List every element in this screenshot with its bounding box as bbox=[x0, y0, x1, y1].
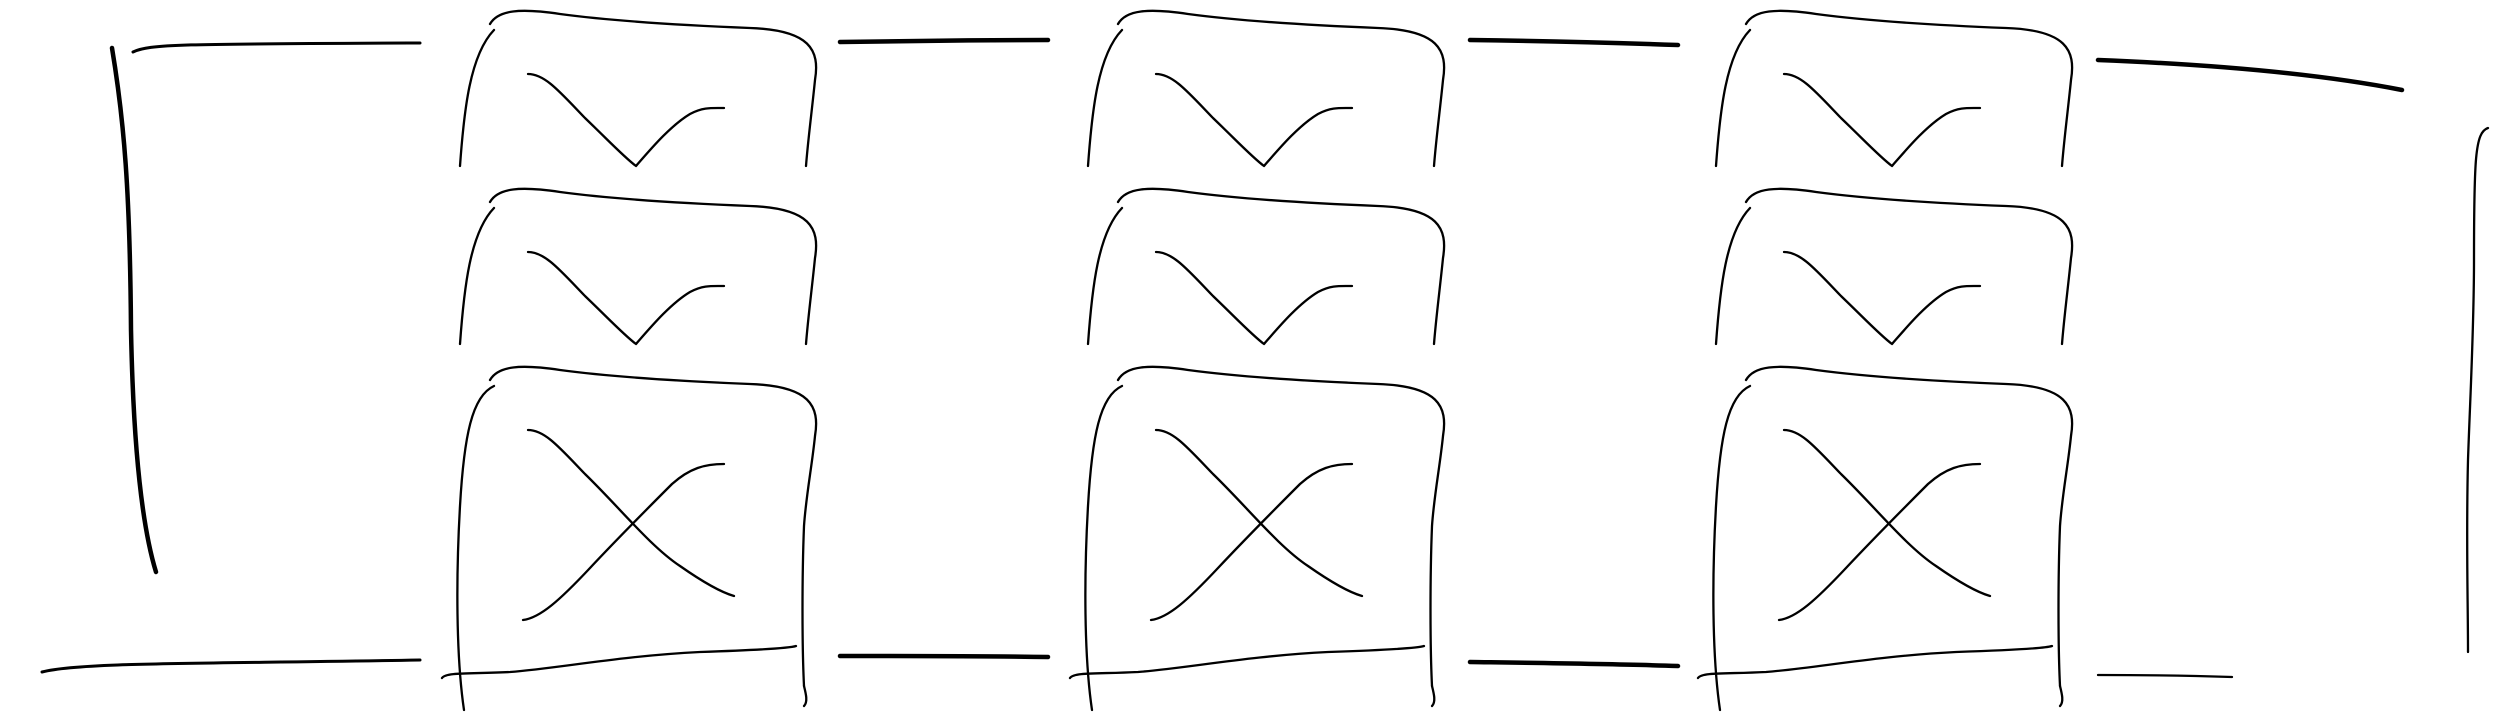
bottom-line-segment-2 bbox=[837, 653, 1051, 660]
right-bracket-vertical bbox=[2465, 126, 2490, 654]
box-arc-left bbox=[1714, 28, 1752, 168]
cell-check bbox=[458, 9, 818, 168]
checkmark-glyph bbox=[1154, 250, 1354, 346]
column-3 bbox=[1696, 9, 2074, 712]
checkmark-glyph bbox=[1154, 72, 1354, 168]
box-top-curve bbox=[1744, 187, 2074, 346]
box-top-curve bbox=[488, 9, 818, 168]
cell-check bbox=[1086, 187, 1446, 346]
checkmark-glyph bbox=[1782, 250, 1982, 346]
box-bottom-curve bbox=[440, 644, 798, 680]
cell-check bbox=[458, 187, 818, 346]
top-line-segment-2 bbox=[837, 37, 1051, 45]
bottom-line-segment-3 bbox=[1467, 659, 1681, 669]
cross-stroke-1 bbox=[1782, 428, 1992, 598]
checkmark-glyph bbox=[526, 72, 726, 168]
cross-stroke-2 bbox=[1149, 462, 1354, 622]
box-top-curve bbox=[1116, 365, 1446, 688]
bottom-line-segment-4 bbox=[2096, 673, 2234, 679]
box-arc-left bbox=[1086, 206, 1124, 346]
top-line-segment-1 bbox=[131, 41, 422, 54]
cell-check bbox=[1714, 187, 2074, 346]
box-arc-left bbox=[456, 384, 496, 712]
box-bottom-curve bbox=[1068, 644, 1426, 680]
column-2 bbox=[1068, 9, 1446, 712]
cross-stroke-1 bbox=[526, 428, 736, 598]
checkmark-glyph bbox=[1782, 72, 1982, 168]
column-1 bbox=[440, 9, 818, 712]
checkmark-glyph bbox=[526, 250, 726, 346]
box-top-curve bbox=[1116, 187, 1446, 346]
box-top-curve bbox=[488, 365, 818, 688]
cell-cross bbox=[1696, 365, 2074, 712]
cell-check bbox=[1086, 9, 1446, 168]
box-top-curve bbox=[1744, 365, 2074, 688]
cross-stroke-1 bbox=[1154, 428, 1364, 598]
cell-cross bbox=[440, 365, 818, 712]
cross-stroke-2 bbox=[1777, 462, 1982, 622]
top-line-segment-3 bbox=[1467, 37, 1681, 48]
box-arc-left bbox=[1712, 384, 1752, 712]
cell-cross bbox=[1068, 365, 1446, 712]
box-bottom-right-foot bbox=[2058, 684, 2064, 708]
box-bottom-curve bbox=[1696, 644, 2054, 680]
box-arc-left bbox=[1086, 28, 1124, 168]
box-bottom-right-foot bbox=[1430, 684, 1436, 708]
box-arc-left bbox=[458, 206, 496, 346]
left-bracket-vertical bbox=[109, 45, 159, 575]
cross-stroke-2 bbox=[521, 462, 726, 622]
box-bottom-right-foot bbox=[802, 684, 808, 708]
bottom-line-segment-1 bbox=[40, 658, 422, 674]
box-arc-left bbox=[458, 28, 496, 168]
box-arc-left bbox=[1084, 384, 1124, 712]
box-arc-left bbox=[1714, 206, 1752, 346]
cell-check bbox=[1714, 9, 2074, 168]
box-top-curve bbox=[1744, 9, 2074, 168]
box-top-curve bbox=[488, 187, 818, 346]
box-top-curve bbox=[1116, 9, 1446, 168]
top-line-segment-4 bbox=[2095, 57, 2405, 93]
